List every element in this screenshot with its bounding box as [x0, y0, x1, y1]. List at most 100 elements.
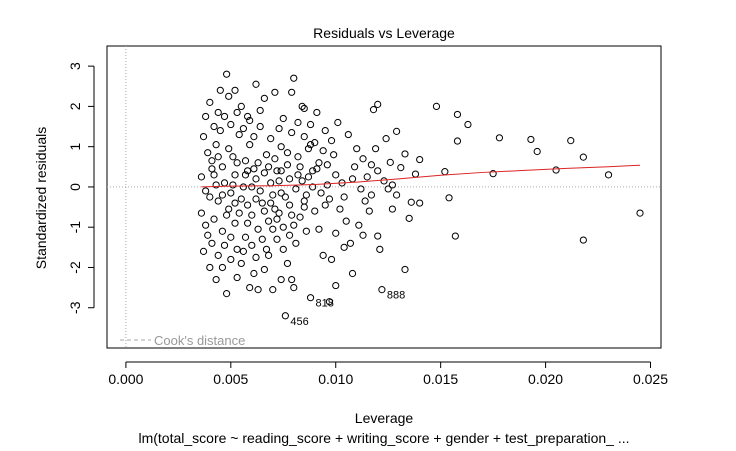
point-label: 888 [387, 290, 405, 302]
data-point [212, 181, 220, 189]
data-point [365, 207, 373, 215]
data-point [317, 189, 325, 197]
data-point [214, 153, 222, 161]
data-point [344, 130, 352, 139]
data-point [256, 187, 264, 195]
y-axis-label: Standardized residuals [33, 127, 49, 269]
data-point [267, 199, 275, 207]
data-point [254, 225, 262, 233]
data-point [332, 171, 340, 179]
y-tick-label: -3 [67, 301, 83, 314]
data-point [250, 165, 258, 173]
reference-lines [107, 46, 661, 348]
data-point [225, 145, 233, 153]
data-point [279, 245, 287, 253]
data-point [441, 168, 449, 176]
data-point [579, 153, 587, 161]
chart-title: Residuals vs Leverage [313, 25, 455, 41]
data-point [382, 135, 390, 143]
data-point [636, 209, 644, 217]
data-point [283, 259, 292, 268]
data-point [533, 147, 541, 156]
data-point [264, 217, 273, 225]
data-point [273, 235, 281, 243]
data-point [256, 106, 264, 115]
x-tick-label: 0.000 [108, 371, 143, 387]
data-point [309, 167, 317, 175]
data-point [252, 175, 260, 183]
data-point [218, 263, 227, 272]
data-point [239, 183, 248, 191]
data-point [348, 269, 357, 278]
data-point [298, 177, 306, 185]
data-point [206, 263, 214, 272]
data-point [332, 281, 340, 290]
data-point [340, 193, 348, 201]
data-point [241, 157, 250, 165]
data-point [210, 171, 218, 179]
data-point [374, 167, 382, 175]
data-point [275, 177, 283, 185]
data-point [227, 233, 235, 241]
data-point [321, 201, 329, 209]
y-tick-label: -1 [67, 221, 83, 234]
data-point [309, 183, 317, 191]
data-point [235, 130, 243, 139]
data-point [241, 233, 250, 241]
data-point [283, 149, 292, 157]
data-point [292, 185, 300, 193]
data-point [199, 247, 208, 255]
data-point [302, 191, 310, 199]
data-point [300, 197, 308, 205]
data-point [334, 118, 342, 127]
data-point [294, 118, 302, 127]
data-point [260, 265, 268, 274]
data-point [248, 241, 256, 249]
data-point [264, 251, 273, 259]
data-point [269, 191, 277, 199]
data-point [267, 135, 275, 143]
y-tick-label: 2 [67, 102, 83, 110]
data-point [256, 122, 264, 131]
data-point [233, 159, 241, 167]
data-point [243, 201, 252, 209]
data-point [288, 128, 296, 137]
data-point [279, 114, 287, 123]
data-point [304, 173, 313, 181]
data-point [321, 126, 329, 135]
data-point [254, 286, 262, 294]
data-point [327, 255, 336, 264]
data-point [208, 165, 216, 173]
lowess-line [201, 164, 641, 188]
data-point [296, 213, 304, 221]
data-point [306, 141, 315, 149]
data-point [357, 185, 365, 193]
data-point [296, 163, 304, 171]
data-point [342, 217, 350, 225]
data-point [275, 124, 283, 133]
data-point [248, 211, 256, 219]
data-point [250, 133, 258, 141]
data-point [288, 211, 296, 219]
data-point [258, 199, 266, 207]
data-point [246, 284, 254, 292]
data-point [298, 102, 306, 111]
x-axis: 0.000 0.005 0.010 0.015 0.020 0.025 [108, 361, 668, 387]
data-point [579, 236, 587, 244]
point-label: 818 [316, 298, 334, 310]
data-point [290, 284, 298, 292]
data-point [306, 120, 315, 129]
legend-cooks-label: Cook's distance [154, 333, 245, 348]
data-point [235, 209, 243, 217]
chart-subtitle: lm(total_score ~ reading_score + writing… [138, 430, 629, 446]
data-point [277, 275, 285, 284]
data-point [323, 161, 331, 169]
data-point [197, 173, 206, 181]
data-point [378, 286, 386, 294]
data-point [202, 187, 210, 195]
data-point [229, 153, 237, 161]
data-point [380, 177, 388, 185]
data-point [264, 163, 273, 171]
data-point [210, 215, 218, 223]
data-point [231, 199, 239, 207]
